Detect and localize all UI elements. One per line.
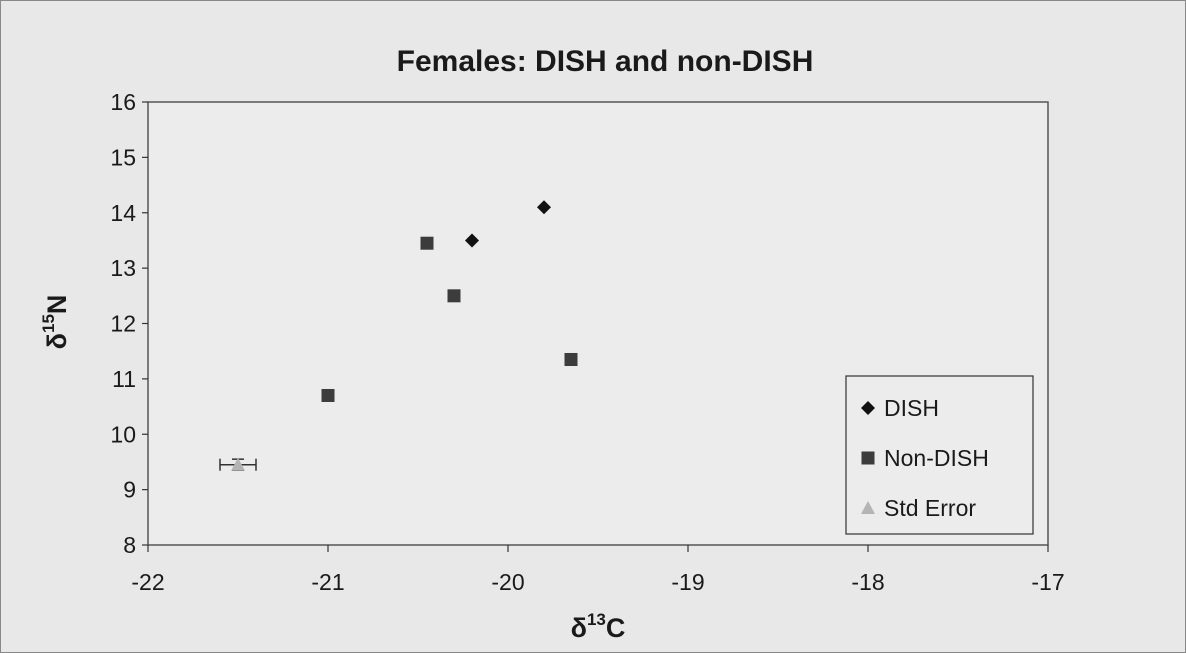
legend-label: Std Error [884, 495, 976, 521]
x-tick-label: -22 [131, 569, 164, 595]
x-axis-label: δ13C [571, 610, 626, 643]
legend-marker [861, 401, 875, 415]
y-tick-label: 12 [110, 311, 136, 337]
y-tick-label: 16 [110, 89, 136, 115]
x-tick-label: -17 [1031, 569, 1064, 595]
data-point [420, 236, 434, 250]
x-tick-label: -19 [671, 569, 704, 595]
x-tick-label: -20 [491, 569, 524, 595]
y-tick-label: 10 [110, 421, 136, 447]
legend-label: DISH [884, 395, 939, 421]
y-axis-label: δ15N [39, 295, 72, 350]
y-tick-label: 14 [110, 200, 136, 226]
data-point [465, 233, 479, 248]
y-tick-label: 9 [123, 477, 136, 503]
data-point [447, 289, 461, 303]
data-points [219, 200, 578, 471]
y-tick-label: 8 [123, 532, 136, 558]
data-point [564, 352, 578, 366]
y-tick-label: 15 [110, 144, 136, 170]
y-tick-label: 11 [112, 366, 136, 392]
y-tick-label: 13 [110, 255, 136, 281]
legend-marker [861, 501, 875, 514]
data-point [231, 457, 245, 471]
legend-label: Non-DISH [884, 445, 989, 471]
x-tick-label: -18 [851, 569, 884, 595]
chart-title: Females: DISH and non-DISH [397, 45, 814, 78]
y-axis-ticks: 8 9 10 11 12 13 14 15 16 [110, 89, 148, 558]
legend-box [845, 375, 1034, 535]
x-axis-ticks: -22 -21 -20 -19 -18 -17 [131, 545, 1065, 595]
legend-entries: DISH Non-DISH Std Error [861, 395, 989, 521]
x-tick-label: -21 [311, 569, 344, 595]
data-point [321, 388, 335, 402]
legend: DISH Non-DISH Std Error [845, 375, 1034, 535]
data-point [537, 200, 551, 215]
legend-marker [861, 451, 875, 465]
